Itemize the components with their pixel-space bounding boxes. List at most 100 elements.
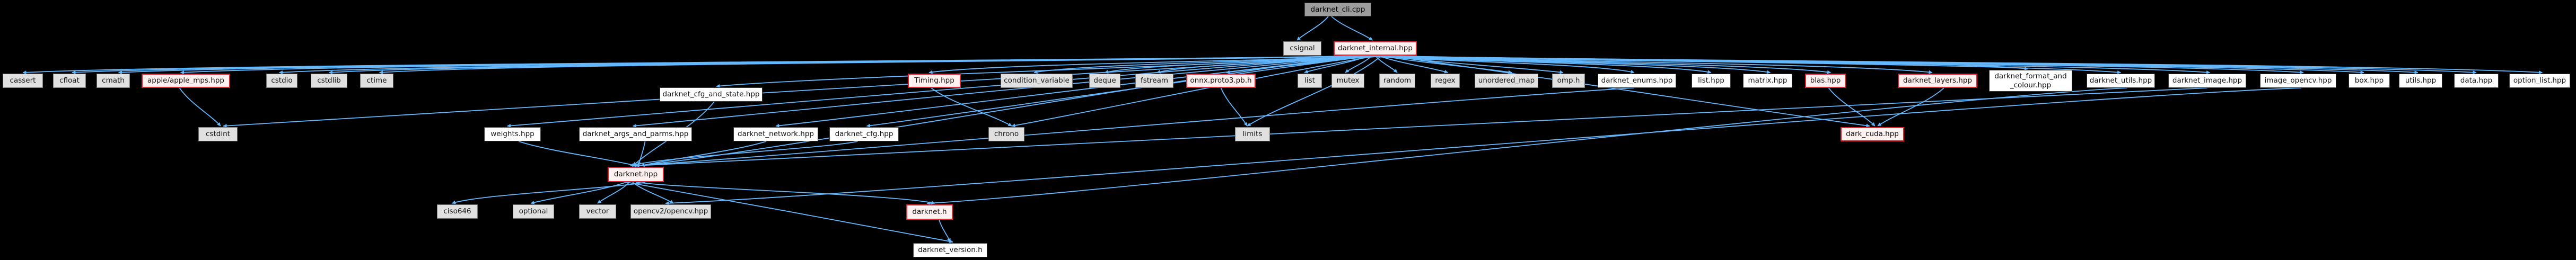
node-label: image_opencv.hpp [2264,76,2332,85]
node-label: data.hpp [2460,76,2493,85]
node-label: darknet.hpp [614,170,658,179]
node-darknet-image-hpp[interactable]: darknet_image.hpp [2168,74,2246,88]
node-matrix-hpp[interactable]: matrix.hpp [1743,74,1792,88]
node-label: utils.hpp [2405,76,2437,85]
node-label: condition_variable [1004,76,1070,85]
node-cstdio: cstdio [266,74,297,88]
node-unordered-map: unordered_map [1475,74,1538,88]
node-utils-hpp[interactable]: utils.hpp [2399,74,2442,88]
node-csignal: csignal [1283,41,1321,56]
node-darknet-version-h[interactable]: darknet_version.h [913,243,987,257]
node-list: list [1298,74,1322,88]
node-label: ciso646 [443,207,471,216]
node-label: cfloat [59,76,80,85]
include-edge [1365,55,1635,74]
node-regex: regex [1431,74,1460,88]
node-timing-hpp[interactable]: Timing.hpp [908,74,961,88]
node-label: darknet_cfg.hpp [835,130,893,139]
include-edge [630,141,858,167]
node-fstream: fstream [1135,74,1173,88]
include-edge [519,141,636,167]
node-label: regex [1435,76,1456,85]
include-edge [530,182,627,204]
include-edge [1220,87,1248,127]
include-edge [626,182,953,244]
include-edge [507,55,1366,128]
node-darknet-format-and-colour-hpp[interactable]: darknet_format_and _colour.hpp [1989,70,2072,92]
include-edge [926,87,2127,205]
node-darknet-args-and-parms-hpp[interactable]: darknet_args_and_parms.hpp [579,127,692,141]
node-dark-cuda-hpp[interactable]: dark_cuda.hpp [1841,127,1904,141]
include-edge [1331,16,1373,41]
node-darknet-utils-hpp[interactable]: darknet_utils.hpp [2087,74,2155,88]
node-darknet-internal-hpp[interactable]: darknet_internal.hpp [1334,41,1417,56]
node-label: cassert [10,76,36,85]
include-edge [1296,16,1329,41]
node-weights-hpp[interactable]: weights.hpp [484,127,541,141]
node-label: list [1304,76,1315,85]
node-label: weights.hpp [490,130,535,139]
node-cstdint: cstdint [198,127,238,141]
node-image-opencv-hpp[interactable]: image_opencv.hpp [2260,74,2336,88]
node-label: ctime [366,76,387,85]
include-edge [597,182,630,204]
node-label: onnx.proto3.pb.h [1190,76,1252,85]
node-random: random [1379,74,1415,88]
include-edge [1011,55,1379,128]
node-box-hpp[interactable]: box.hpp [2349,74,2390,88]
node-cmath: cmath [97,74,130,88]
node-mutex: mutex [1331,74,1364,88]
node-label: darknet_version.h [918,246,983,255]
node-list-hpp[interactable]: list.hpp [1692,74,1731,88]
include-edge [641,141,767,167]
node-label: list.hpp [1698,76,1724,85]
node-label: apple/apple_mps.hpp [147,76,224,85]
node-darknet-h[interactable]: darknet.h [906,204,953,220]
node-darknet-enums-hpp[interactable]: darknet_enums.hpp [1598,74,1676,88]
node-label: blas.hpp [1810,76,1841,85]
node-label: darknet.h [912,208,947,217]
node-label: darknet_internal.hpp [1338,44,1413,53]
include-edge [379,55,1369,75]
node-label: vector [586,207,609,216]
node-label: option_list.hpp [2513,76,2566,85]
node-darknet-cfg-and-state-hpp[interactable]: darknet_cfg_and_state.hpp [660,87,763,102]
node-vector: vector [579,204,616,219]
node-label: dark_cuda.hpp [1846,130,1899,139]
node-label: darknet_layers.hpp [1903,76,1972,85]
include-edge [635,182,935,205]
node-label: Timing.hpp [914,76,954,85]
include-edge [1378,55,1448,74]
node-darknet-cfg-hpp[interactable]: darknet_cfg.hpp [829,127,899,141]
node-deque: deque [1089,74,1120,88]
node-condition-variable: condition_variable [1001,74,1073,88]
node-label: cmath [102,76,125,85]
node-ctime: ctime [360,74,393,88]
node-darknet-layers-hpp[interactable]: darknet_layers.hpp [1898,74,1977,88]
include-edge [665,87,2302,205]
node-label: darknet_network.hpp [738,130,814,139]
node-onnx-proto3-pb-h[interactable]: onnx.proto3.pb.h [1186,74,1256,88]
include-edge [939,219,951,243]
node-label: opencv2/opencv.hpp [633,207,708,216]
node-data-hpp[interactable]: data.hpp [2454,74,2499,88]
include-edge [1828,87,1876,127]
node-label: omp.h [1557,76,1580,85]
node-cstdlib: cstdlib [311,74,347,88]
node-option-list-hpp[interactable]: option_list.hpp [2509,74,2570,88]
node-blas-hpp[interactable]: blas.hpp [1805,74,1846,88]
node-optional: optional [513,204,554,219]
node-apple-apple-mps-hpp[interactable]: apple/apple_mps.hpp [142,74,230,88]
node-label: limits [1242,130,1263,139]
include-edge [179,87,221,127]
node-ciso646: ciso646 [437,204,478,219]
node-label: cstdio [271,76,293,85]
node-darknet-network-hpp[interactable]: darknet_network.hpp [733,127,818,141]
include-edge [632,182,674,204]
node-label: darknet_utils.hpp [2089,76,2152,85]
include-edge [1247,55,1382,127]
node-label: deque [1093,76,1116,85]
node-darknet-hpp[interactable]: darknet.hpp [608,167,664,182]
